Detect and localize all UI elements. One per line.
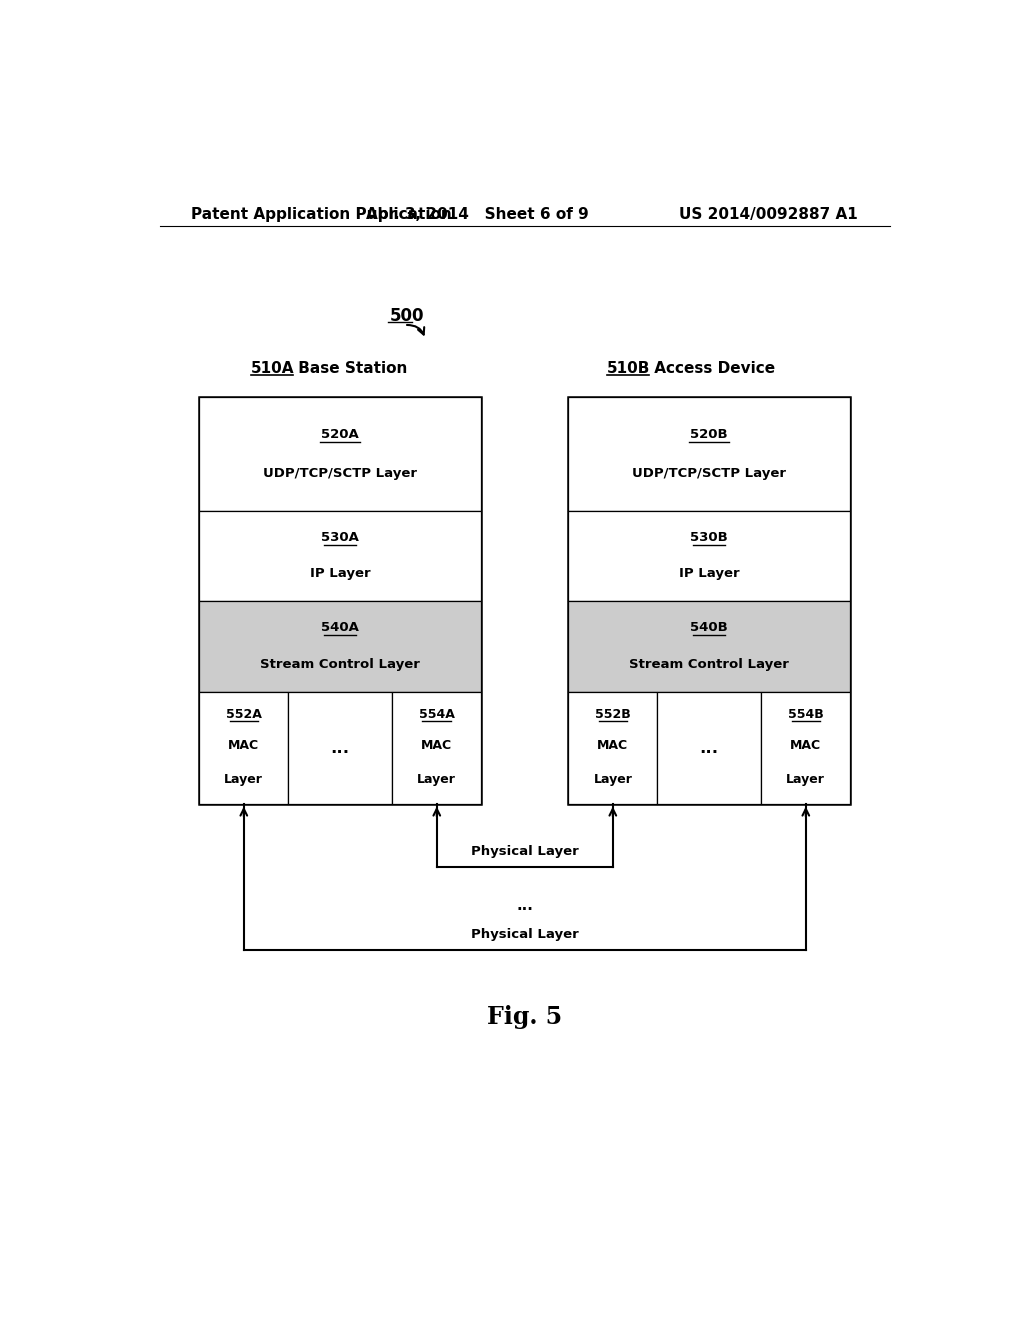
Text: Layer: Layer (418, 772, 457, 785)
Bar (288, 692, 392, 804)
Text: Stream Control Layer: Stream Control Layer (260, 659, 420, 671)
Bar (392, 692, 481, 804)
Text: MAC: MAC (228, 739, 259, 752)
Text: 510B: 510B (606, 362, 650, 376)
Text: Apr. 3, 2014   Sheet 6 of 9: Apr. 3, 2014 Sheet 6 of 9 (366, 207, 589, 222)
Text: Layer: Layer (224, 772, 263, 785)
Text: 552B: 552B (595, 708, 631, 721)
Text: Stream Control Layer: Stream Control Layer (630, 659, 790, 671)
Bar (568, 601, 850, 692)
Bar (568, 397, 850, 804)
FancyArrowPatch shape (407, 325, 424, 334)
Text: IP Layer: IP Layer (310, 568, 371, 581)
Text: Fig. 5: Fig. 5 (487, 1006, 562, 1030)
Bar (568, 397, 850, 511)
Text: IP Layer: IP Layer (679, 568, 739, 581)
Text: 520B: 520B (690, 428, 728, 441)
Text: 510A: 510A (251, 362, 295, 376)
Text: 500: 500 (390, 308, 424, 325)
Text: MAC: MAC (421, 739, 453, 752)
Bar (200, 397, 481, 511)
Text: 540A: 540A (322, 622, 359, 635)
Text: UDP/TCP/SCTP Layer: UDP/TCP/SCTP Layer (632, 467, 786, 480)
Text: Layer: Layer (786, 772, 825, 785)
Bar (200, 511, 481, 601)
Text: Base Station: Base Station (293, 362, 408, 376)
Bar (200, 397, 481, 804)
Text: ...: ... (331, 739, 350, 756)
Text: Physical Layer: Physical Layer (471, 928, 579, 941)
Text: US 2014/0092887 A1: US 2014/0092887 A1 (679, 207, 858, 222)
Text: 554A: 554A (419, 708, 455, 721)
Bar (200, 692, 288, 804)
Text: Layer: Layer (593, 772, 632, 785)
Text: 552A: 552A (226, 708, 262, 721)
Bar (657, 692, 762, 804)
Text: MAC: MAC (791, 739, 821, 752)
Text: 530A: 530A (322, 532, 359, 544)
Bar (568, 511, 850, 601)
Bar (200, 601, 481, 692)
Text: Physical Layer: Physical Layer (471, 845, 579, 858)
Text: 520A: 520A (322, 428, 359, 441)
Text: ...: ... (516, 898, 534, 913)
Bar (568, 692, 657, 804)
Text: Access Device: Access Device (648, 362, 775, 376)
Text: ...: ... (699, 739, 719, 756)
Text: Patent Application Publication: Patent Application Publication (191, 207, 453, 222)
Text: 530B: 530B (690, 532, 728, 544)
Bar (762, 692, 850, 804)
Text: 554B: 554B (787, 708, 823, 721)
Text: 540B: 540B (690, 622, 728, 635)
Text: MAC: MAC (597, 739, 629, 752)
Text: UDP/TCP/SCTP Layer: UDP/TCP/SCTP Layer (263, 467, 418, 480)
